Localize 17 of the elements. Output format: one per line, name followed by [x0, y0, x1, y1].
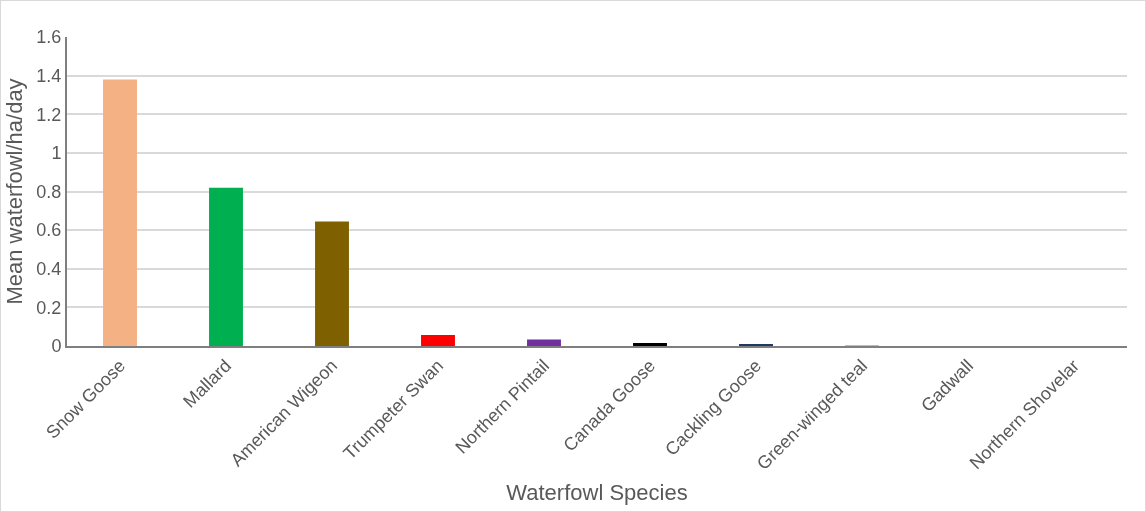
y-tick-label: 1	[51, 143, 62, 164]
bar	[103, 79, 137, 346]
y-tick-label: 0.4	[36, 259, 62, 280]
bar	[421, 334, 455, 346]
y-tick-label: 0.2	[36, 297, 62, 318]
y-tick-label: 0	[51, 336, 62, 357]
bar	[315, 221, 349, 346]
y-tick-label: 1.6	[36, 27, 62, 48]
y-tick-label: 0.8	[36, 181, 62, 202]
bar	[209, 187, 243, 346]
y-tick-label: 0.6	[36, 220, 62, 241]
y-tick-label: 1.2	[36, 104, 62, 125]
y-tick-label: 1.4	[36, 65, 62, 86]
y-axis-title: Mean waterfowl/ha/day	[1, 78, 27, 305]
bar	[633, 343, 667, 346]
bar	[527, 339, 561, 346]
x-axis-title: Waterfowl Species	[506, 480, 688, 506]
